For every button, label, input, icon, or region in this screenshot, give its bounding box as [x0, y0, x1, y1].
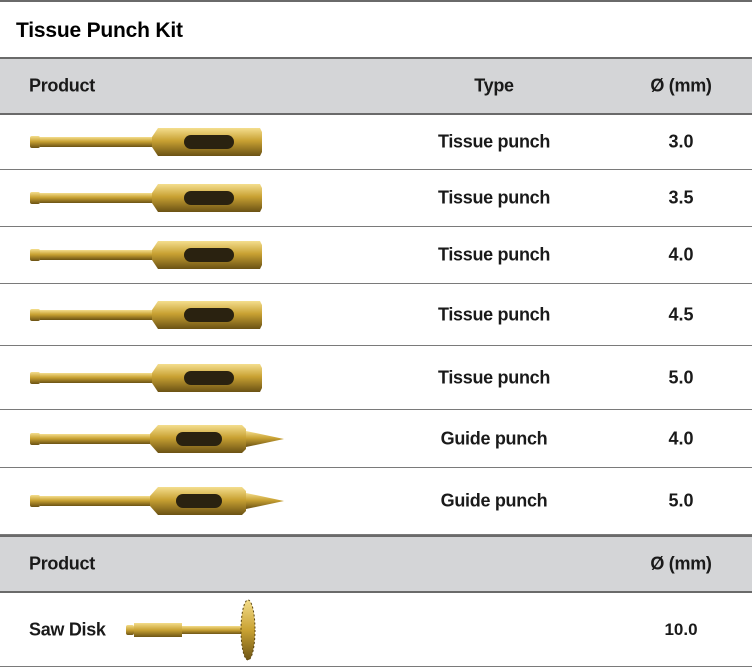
- top-border: [0, 0, 752, 2]
- diameter-value: 10.0: [664, 619, 698, 639]
- table-row: Guide punch 5.0: [0, 468, 752, 535]
- table-row: Tissue punch 3.5: [0, 170, 752, 227]
- tissue-punch-image: [30, 363, 262, 392]
- diameter-value: 4.0: [668, 428, 694, 448]
- header-diameter: Ø (mm): [650, 553, 712, 574]
- header-product: Product: [29, 75, 95, 96]
- product-type: Tissue punch: [437, 131, 551, 152]
- header-type: Type: [474, 75, 514, 96]
- tissue-punch-image: [30, 128, 262, 156]
- table-row: Tissue punch 3.0: [0, 115, 752, 170]
- header-diameter: Ø (mm): [650, 75, 712, 96]
- product-type: Tissue punch: [437, 367, 551, 387]
- saw-disk-image: [126, 599, 256, 660]
- table2-header: Product Ø (mm): [0, 535, 752, 593]
- diameter-value: 3.5: [668, 187, 694, 208]
- diameter-value: 4.0: [668, 244, 694, 265]
- guide-punch-image: [30, 424, 284, 453]
- product-type: Tissue punch: [437, 304, 551, 324]
- table-row: Saw Disk 10.0: [0, 593, 752, 667]
- header-product: Product: [29, 553, 95, 574]
- tissue-punch-image: [30, 300, 262, 329]
- table-row: Guide punch 4.0: [0, 410, 752, 468]
- diameter-value: 5.0: [668, 490, 694, 511]
- tissue-punch-image: [30, 241, 262, 269]
- product-type: Guide punch: [440, 428, 548, 448]
- product-name: Saw Disk: [29, 619, 106, 639]
- table1-header: Product Type Ø (mm): [0, 57, 752, 115]
- table-row: Tissue punch 5.0: [0, 346, 752, 410]
- diameter-value: 5.0: [668, 367, 694, 387]
- tissue-punch-image: [30, 184, 262, 212]
- guide-punch-image: [30, 487, 284, 515]
- page-title: Tissue Punch Kit: [16, 19, 183, 42]
- diameter-value: 4.5: [668, 304, 694, 324]
- product-type: Guide punch: [440, 490, 548, 511]
- diameter-value: 3.0: [668, 131, 694, 152]
- table-row: Tissue punch 4.0: [0, 227, 752, 284]
- product-type: Tissue punch: [437, 187, 551, 208]
- product-type: Tissue punch: [437, 244, 551, 265]
- table-row: Tissue punch 4.5: [0, 284, 752, 346]
